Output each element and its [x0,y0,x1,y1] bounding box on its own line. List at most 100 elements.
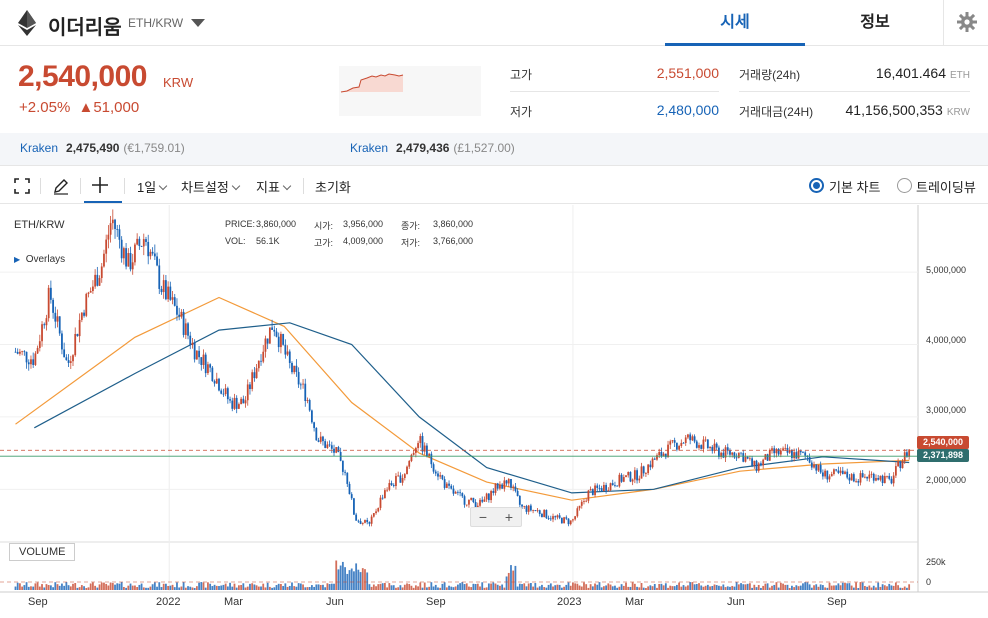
interval-select[interactable]: 1일 [137,177,168,196]
volume-bar [78,587,81,590]
volume-bar [614,585,616,590]
basic-chart-radio[interactable] [809,178,824,193]
info-low: 3,766,000 [433,236,474,246]
tradingview-label[interactable]: 트레이딩뷰 [916,180,976,195]
candle-body [671,440,674,442]
volume-bar [397,587,400,590]
candle-body [833,469,835,475]
volume-bar [527,583,530,590]
candle-body [481,499,484,502]
tab-info[interactable]: 정보 [860,14,890,31]
candle-body [897,461,899,467]
tradingview-radio[interactable] [897,178,912,193]
candle-body [622,477,625,482]
zoom-out-button[interactable]: − [478,509,488,525]
candle-body [470,497,473,500]
volume-bar [861,582,864,590]
candle-body [459,492,462,494]
volume-bar [766,583,769,590]
pencil-icon[interactable] [52,177,70,195]
candle-body [213,381,216,384]
trading-pair[interactable]: ETH/KRW [128,16,184,30]
reset-button[interactable]: 초기화 [315,180,351,195]
change-percent: +2.05% [19,99,71,116]
candle-body [410,454,413,462]
candle-body [142,239,145,247]
volume-bar [857,587,860,590]
exchange-item[interactable]: Kraken 2,475,490 (€1,759.01) [20,141,185,155]
volume-bar [890,585,893,590]
candle-body [817,464,820,471]
volume-bar [308,587,311,590]
candle-body [472,497,475,503]
volume-bar [514,565,517,590]
candle-body [428,453,431,457]
volume-bar [821,585,824,590]
volume-bar [505,576,508,590]
volume-bar [667,587,669,590]
fullscreen-icon[interactable] [14,178,30,194]
info-vol: 56.1K [256,236,280,246]
basic-chart-label[interactable]: 기본 차트 [829,180,881,195]
candle-body [740,452,742,454]
volume-bar [808,584,811,590]
volume-bar [251,583,254,590]
candle-body [733,452,736,458]
volume-bar [204,587,207,590]
volume-bar [698,583,700,590]
volume-bar [525,586,528,590]
chart-settings-menu[interactable]: 차트설정 [181,177,241,196]
volume-bar [443,582,446,590]
candle-body [784,447,787,449]
candle-body [381,497,384,499]
gear-icon[interactable] [957,12,977,32]
volume-bar [580,586,583,590]
candle-body [408,461,411,467]
candle-body [883,476,886,484]
candle-body [870,473,873,475]
volume-bar [198,582,200,590]
volume-bar [233,583,236,590]
info-high: 4,009,000 [343,236,384,246]
chevron-down-icon[interactable] [191,19,205,27]
volume-bar [255,585,258,590]
candle-body [61,333,63,350]
volume-bar [837,583,840,590]
volume-bar [742,584,745,590]
exchange-name[interactable]: Kraken [350,141,389,155]
volume-bar [689,582,692,590]
candle-body [218,378,220,391]
candle-body [702,439,705,449]
candle-body [268,327,271,344]
triangle-right-icon: ▶ [14,255,21,264]
exchange-name[interactable]: Kraken [20,141,59,155]
volume-bar [96,587,99,590]
overlays-toggle[interactable]: ▶ Overlays [14,254,65,265]
candle-body [277,336,280,348]
candle-body [826,470,829,480]
volume-bar [476,583,479,590]
chart-symbol: ETH/KRW [14,219,65,231]
indicators-menu[interactable]: 지표 [256,177,292,196]
volume-bar [735,582,738,590]
volume-bar [16,582,19,590]
candle-body [753,460,756,466]
volume-bar [63,585,66,590]
volume-bar [658,583,661,590]
volume-bar [695,583,698,590]
volume-bar [14,586,17,590]
candle-body [821,472,824,477]
volume-bar [883,585,886,590]
zoom-in-button[interactable]: + [504,509,514,525]
candle-body [605,484,608,491]
volume-bar [202,582,205,590]
crosshair-icon[interactable] [92,177,108,193]
candle-body [74,333,77,356]
tab-quote[interactable]: 시세 [665,0,805,46]
coin-name[interactable]: 이더리움 [48,17,122,39]
exchange-item[interactable]: Kraken 2,479,436 (£1,527.00) [350,141,515,155]
amount-value: 41,156,500,353 KRW [800,102,970,118]
candle-body [222,393,225,395]
volume-bar [605,585,608,590]
price-chart[interactable] [0,205,988,618]
